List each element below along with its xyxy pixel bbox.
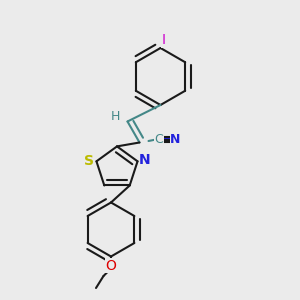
Text: H: H (111, 110, 120, 124)
Text: O: O (106, 259, 116, 272)
Text: C: C (154, 133, 164, 146)
Text: S: S (84, 154, 94, 168)
Text: N: N (139, 153, 151, 167)
Text: I: I (161, 34, 166, 47)
Text: N: N (170, 133, 181, 146)
